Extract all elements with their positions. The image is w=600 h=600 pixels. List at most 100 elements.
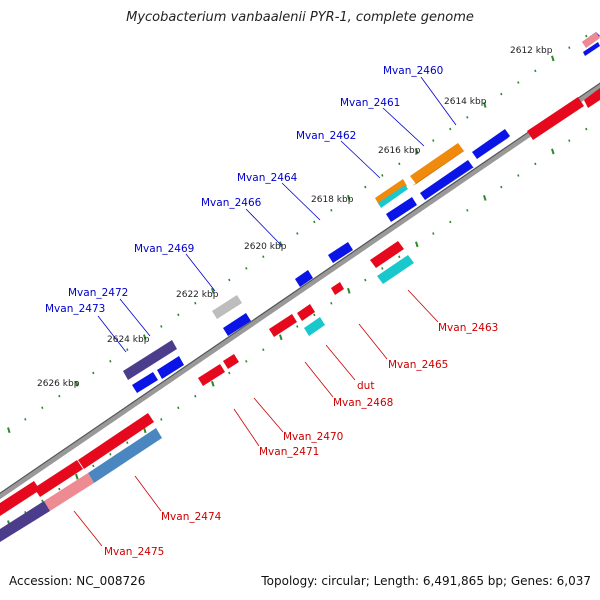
minor-tick bbox=[568, 139, 571, 142]
minor-tick bbox=[58, 487, 61, 491]
gene-mvan-2469b[interactable] bbox=[223, 313, 251, 336]
gene-mvan-2468[interactable] bbox=[269, 304, 325, 337]
minor-tick bbox=[449, 127, 452, 131]
minor-tick bbox=[160, 418, 163, 421]
minor-tick bbox=[398, 162, 401, 166]
minor-tick bbox=[398, 255, 401, 259]
major-tick bbox=[75, 380, 79, 387]
minor-tick bbox=[585, 127, 588, 131]
major-tick bbox=[143, 334, 147, 341]
major-tick bbox=[7, 427, 11, 434]
minor-tick bbox=[517, 81, 520, 84]
minor-tick bbox=[245, 267, 248, 270]
minor-tick bbox=[109, 453, 112, 456]
gene-label-mvan-2475[interactable]: Mvan_2475 bbox=[104, 546, 164, 558]
gene-mvan-2461[interactable] bbox=[472, 129, 510, 161]
kbp-label: 2612 kbp bbox=[510, 46, 553, 56]
minor-tick bbox=[194, 394, 197, 398]
gene-label-dut[interactable]: dut bbox=[357, 380, 374, 392]
gene-label-mvan-2462[interactable]: Mvan_2462 bbox=[296, 130, 356, 142]
minor-tick bbox=[262, 348, 265, 352]
gene-mvan-2464b[interactable] bbox=[386, 197, 417, 222]
kbp-label: 2624 kbp bbox=[107, 335, 150, 345]
gene-label-mvan-2461[interactable]: Mvan_2461 bbox=[340, 97, 400, 109]
minor-tick bbox=[381, 174, 384, 177]
gene-mvan-2474[interactable] bbox=[0, 413, 154, 516]
minor-tick bbox=[160, 325, 163, 328]
gene-mvan-2465[interactable] bbox=[370, 241, 414, 284]
minor-tick bbox=[194, 301, 197, 305]
gene-mvan-2466[interactable] bbox=[328, 242, 353, 263]
minor-tick bbox=[41, 499, 44, 503]
minor-tick bbox=[364, 278, 367, 282]
minor-tick bbox=[41, 406, 44, 410]
major-tick bbox=[483, 101, 487, 108]
minor-tick bbox=[330, 208, 333, 212]
gene-mvan-2466b[interactable] bbox=[295, 270, 313, 287]
minor-tick bbox=[92, 371, 95, 375]
minor-tick bbox=[466, 116, 469, 119]
minor-tick bbox=[177, 406, 180, 410]
gene-mvan-2473[interactable] bbox=[132, 356, 184, 393]
minor-tick bbox=[228, 278, 231, 282]
minor-tick bbox=[500, 92, 503, 96]
gene-mvan-2469[interactable] bbox=[212, 295, 242, 319]
minor-tick bbox=[585, 34, 588, 38]
gene-mvan-2462b[interactable] bbox=[420, 160, 474, 202]
gene-label-mvan-2472[interactable]: Mvan_2472 bbox=[68, 287, 128, 299]
kbp-label: 2616 kbp bbox=[378, 146, 421, 156]
gene-mvan-2472[interactable] bbox=[123, 340, 177, 380]
minor-tick bbox=[177, 313, 180, 317]
map-title: Mycobacterium vanbaalenii PYR-1, complet… bbox=[126, 10, 474, 25]
gene-label-mvan-2468[interactable]: Mvan_2468 bbox=[333, 397, 393, 409]
gene-label-mvan-2464[interactable]: Mvan_2464 bbox=[237, 172, 298, 184]
minor-tick bbox=[92, 464, 95, 468]
major-tick bbox=[483, 194, 487, 201]
minor-tick bbox=[517, 174, 520, 177]
minor-tick bbox=[126, 441, 129, 444]
minor-tick bbox=[500, 185, 503, 189]
gene-pink-top-right[interactable] bbox=[582, 32, 600, 48]
major-tick bbox=[347, 287, 351, 294]
gene-mvan-2464[interactable] bbox=[375, 179, 408, 208]
major-tick bbox=[279, 334, 283, 341]
gene-mvan-2475[interactable] bbox=[0, 428, 162, 542]
topology-text: Topology: circular; Length: 6,491,865 bp… bbox=[261, 574, 591, 588]
gene-label-mvan-2470[interactable]: Mvan_2470 bbox=[283, 431, 343, 443]
minor-tick bbox=[534, 162, 537, 166]
minor-tick bbox=[58, 394, 61, 398]
gene-label-mvan-2471[interactable]: Mvan_2471 bbox=[259, 446, 319, 458]
gene-label-mvan-2466[interactable]: Mvan_2466 bbox=[201, 197, 262, 209]
minor-tick bbox=[534, 69, 537, 73]
major-tick bbox=[211, 287, 215, 294]
kbp-label: 2614 kbp bbox=[444, 97, 487, 107]
gene-label-mvan-2469[interactable]: Mvan_2469 bbox=[134, 243, 194, 255]
gene-label-mvan-2463[interactable]: Mvan_2463 bbox=[438, 322, 498, 334]
minor-tick bbox=[296, 325, 299, 328]
gene-label-mvan-2474[interactable]: Mvan_2474 bbox=[161, 511, 222, 523]
gene-label-mvan-2465[interactable]: Mvan_2465 bbox=[388, 359, 448, 371]
gene-label-mvan-2473[interactable]: Mvan_2473 bbox=[45, 303, 105, 315]
kbp-labels: 2612 kbp 2614 kbp 2616 kbp 2618 kbp 2620… bbox=[37, 46, 553, 389]
minor-tick bbox=[466, 209, 469, 212]
minor-tick bbox=[364, 185, 367, 189]
major-tick bbox=[551, 55, 555, 62]
gene-mvan-2462[interactable] bbox=[410, 143, 465, 186]
minor-tick bbox=[330, 301, 333, 305]
gene-label-mvan-2460[interactable]: Mvan_2460 bbox=[383, 65, 443, 77]
major-tick bbox=[347, 194, 351, 201]
kbp-label: 2620 kbp bbox=[244, 242, 287, 252]
gene-mvan-2470[interactable] bbox=[198, 354, 239, 386]
minor-tick bbox=[126, 348, 129, 351]
genome-backbone bbox=[0, 82, 600, 500]
minor-tick bbox=[432, 139, 435, 142]
minor-tick bbox=[381, 267, 384, 270]
minor-tick bbox=[296, 232, 299, 235]
major-tick bbox=[211, 380, 215, 387]
gene-dut[interactable] bbox=[331, 282, 344, 295]
forward-gene-labels: Mvan_2460 Mvan_2461 Mvan_2462 Mvan_2464 … bbox=[45, 65, 457, 353]
gene-mvan-2463[interactable] bbox=[527, 88, 600, 140]
major-tick bbox=[551, 148, 555, 155]
minor-tick bbox=[228, 371, 231, 375]
